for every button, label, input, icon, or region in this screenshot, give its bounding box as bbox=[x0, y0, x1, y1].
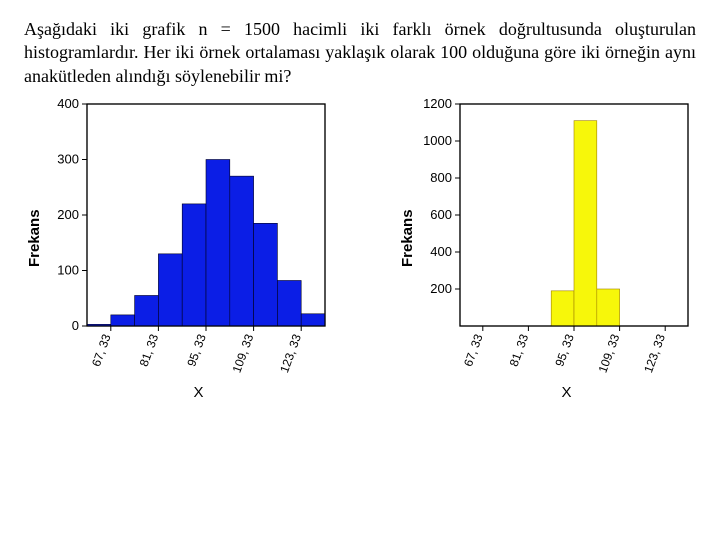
svg-text:109, 33: 109, 33 bbox=[230, 332, 257, 375]
svg-text:0: 0 bbox=[72, 318, 79, 333]
svg-text:1000: 1000 bbox=[423, 133, 452, 148]
svg-text:81, 33: 81, 33 bbox=[507, 332, 532, 368]
svg-text:300: 300 bbox=[57, 152, 79, 167]
svg-text:400: 400 bbox=[57, 98, 79, 111]
svg-text:600: 600 bbox=[430, 207, 452, 222]
chart2-wrap: Frekans 200 400 600 800 1000 1200 67, 33 81, 33… bbox=[397, 98, 696, 401]
svg-text:123, 33: 123, 33 bbox=[641, 332, 668, 375]
question-text: Aşağıdaki iki grafik n = 1500 hacimli ik… bbox=[24, 18, 696, 88]
svg-text:123, 33: 123, 33 bbox=[277, 332, 304, 375]
svg-text:200: 200 bbox=[430, 281, 452, 296]
chart1-wrap: Frekans 0 100 200 300 400 67, 33 81, 33 95, 33 1… bbox=[24, 98, 333, 401]
chart2-ylabel: Frekans bbox=[397, 98, 416, 378]
charts-row: Frekans 0 100 200 300 400 67, 33 81, 33 95, 33 1… bbox=[24, 98, 696, 401]
svg-text:95, 33: 95, 33 bbox=[184, 332, 209, 368]
svg-text:800: 800 bbox=[430, 170, 452, 185]
chart1-ylabel: Frekans bbox=[24, 98, 43, 378]
svg-text:400: 400 bbox=[430, 244, 452, 259]
svg-text:100: 100 bbox=[57, 263, 79, 278]
svg-text:95, 33: 95, 33 bbox=[552, 332, 577, 368]
svg-text:81, 33: 81, 33 bbox=[137, 332, 162, 368]
svg-text:67, 33: 67, 33 bbox=[461, 332, 486, 368]
svg-text:109, 33: 109, 33 bbox=[596, 332, 623, 375]
svg-text:67, 33: 67, 33 bbox=[89, 332, 114, 368]
chart2-xlabel: X bbox=[561, 384, 571, 401]
chart2-svg: 200 400 600 800 1000 1200 67, 33 81, 33 95, 33 10… bbox=[416, 98, 696, 378]
chart1-xlabel: X bbox=[193, 384, 203, 401]
svg-text:200: 200 bbox=[57, 207, 79, 222]
chart1-svg: 0 100 200 300 400 67, 33 81, 33 95, 33 109, 33 12… bbox=[43, 98, 333, 378]
svg-text:1200: 1200 bbox=[423, 98, 452, 111]
